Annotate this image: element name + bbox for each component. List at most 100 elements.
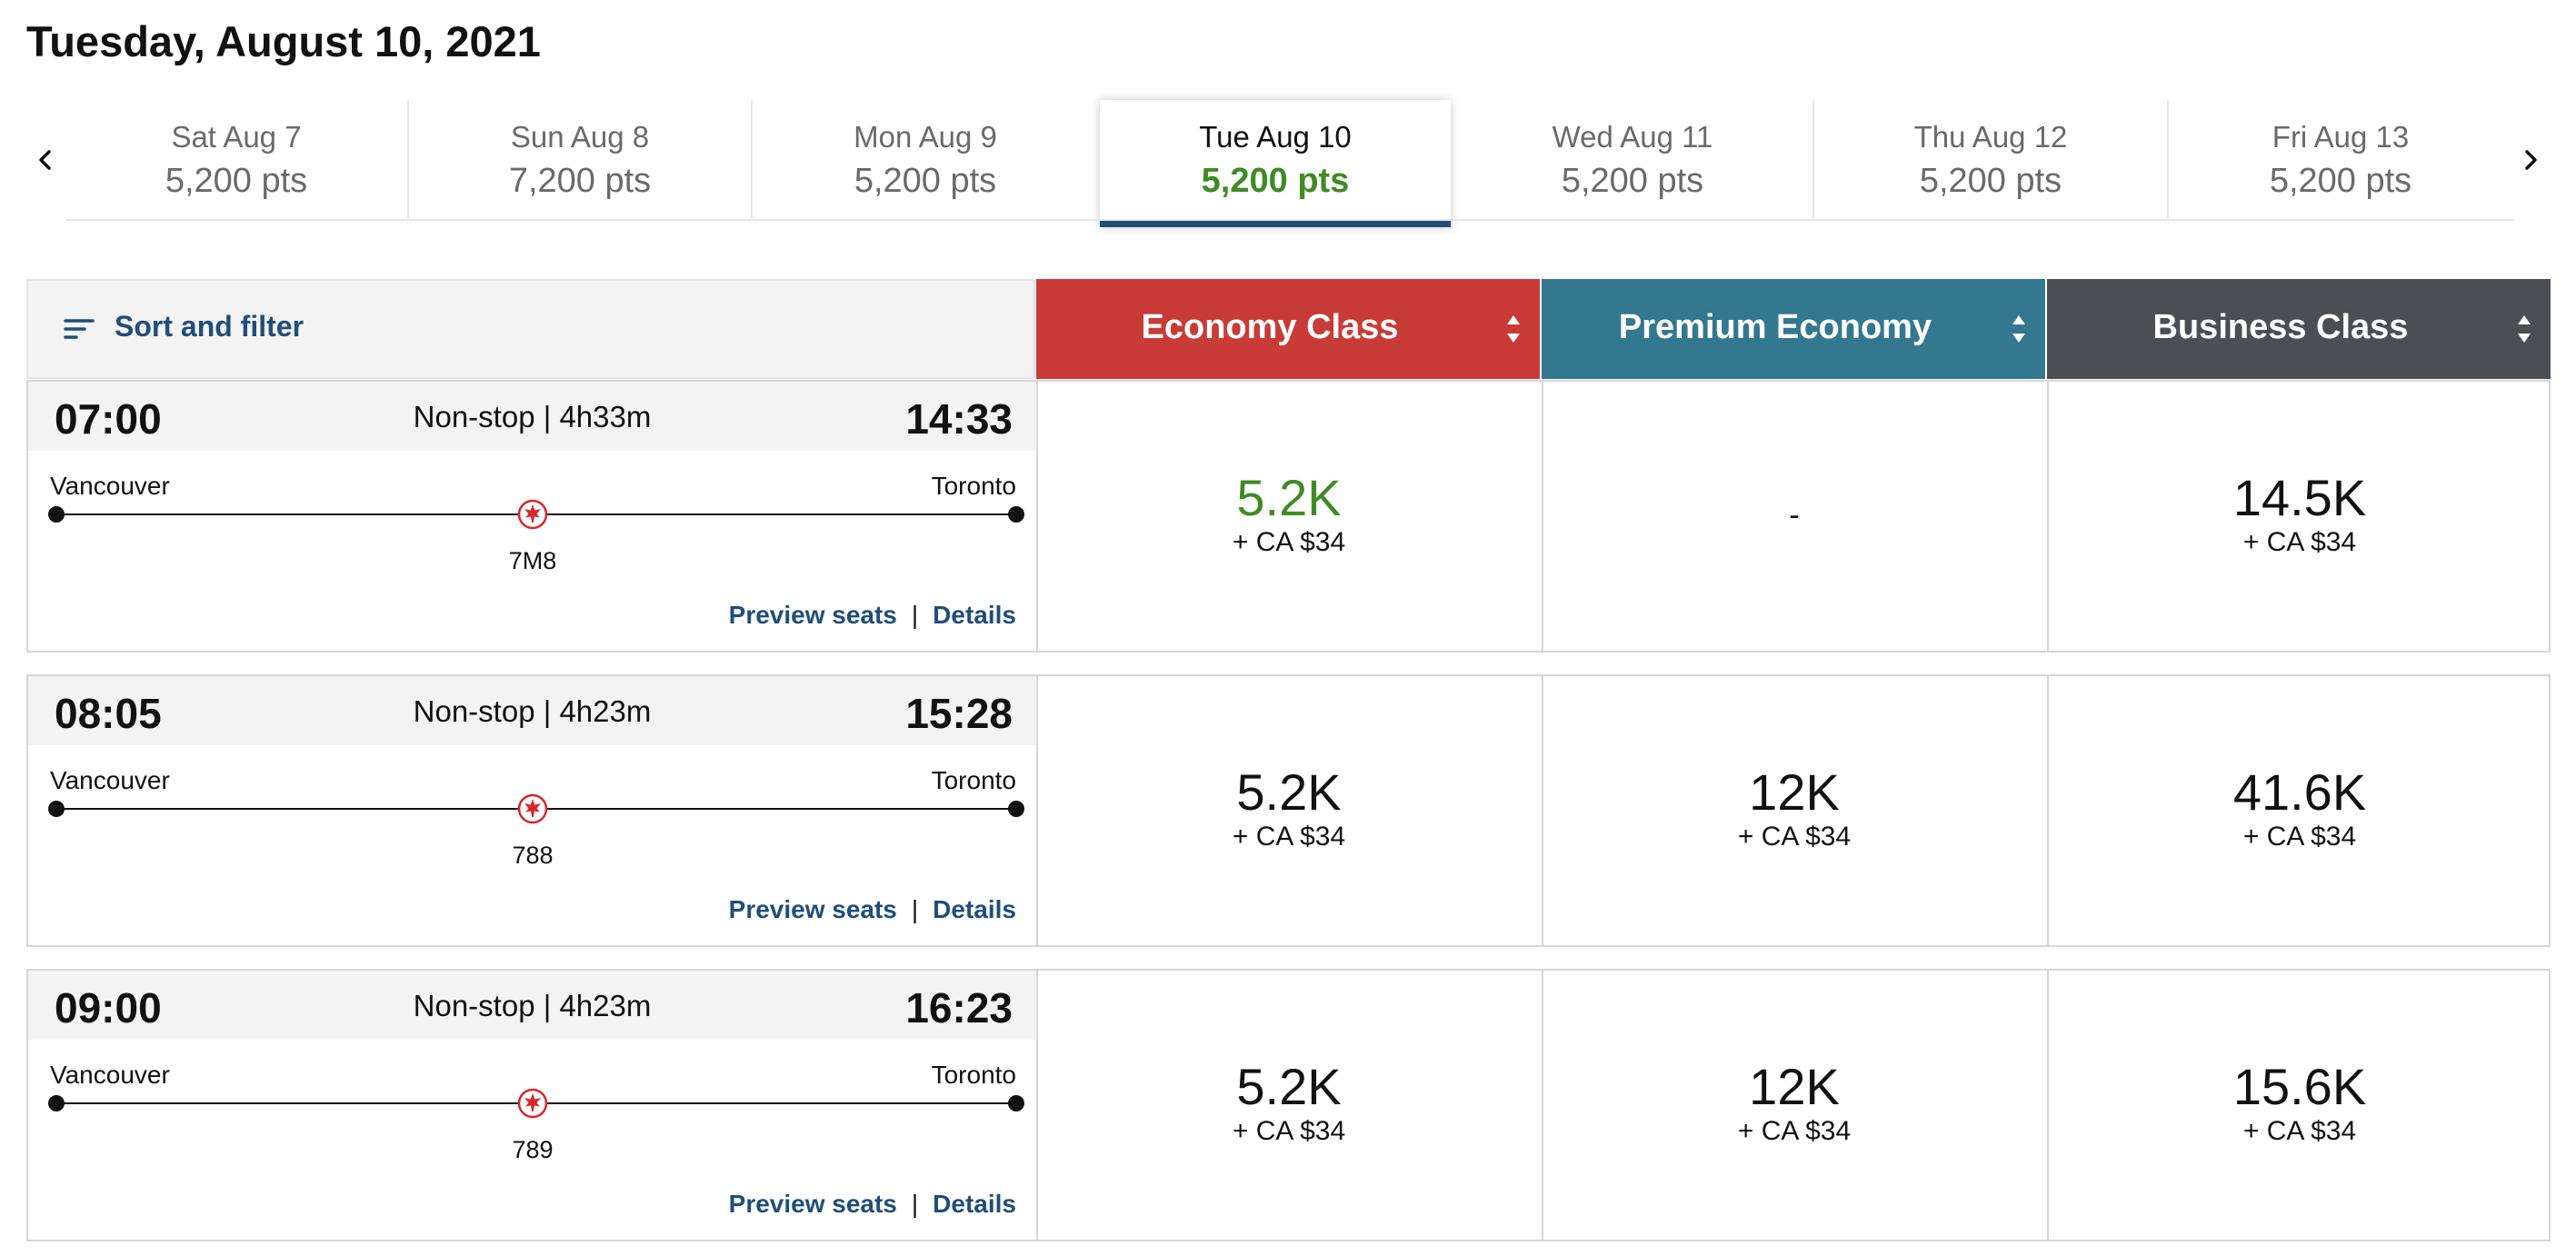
fare-cell-economy[interactable]: 5.2K + CA $34 <box>1036 382 1540 651</box>
destination-dot <box>1008 506 1024 523</box>
flight-info: 07:00 Non-stop | 4h33m 14:33 Vancouver T… <box>28 382 1036 651</box>
fare-cell-economy[interactable]: 5.2K + CA $34 <box>1036 971 1540 1240</box>
fare-cell-business[interactable]: 41.6K + CA $34 <box>2047 676 2551 945</box>
departure-time: 08:05 <box>55 690 162 737</box>
origin-dot <box>48 801 65 817</box>
flight-duration: Non-stop | 4h33m <box>413 400 652 434</box>
flight-links: Preview seats | Details <box>729 601 1016 630</box>
cabin-header-label: Business Class <box>2152 308 2409 346</box>
aircraft-type: 789 <box>512 1136 554 1163</box>
fare-taxes: + CA $34 <box>2242 1116 2357 1146</box>
destination-city: Toronto <box>931 472 1016 500</box>
date-selector: Sat Aug 7 5,200 pts Sun Aug 8 7,200 pts … <box>0 100 2576 227</box>
link-separator: | <box>911 601 919 629</box>
cabin-header-business[interactable]: Business Class <box>2047 279 2551 379</box>
sort-filter-label: Sort and filter <box>115 310 305 343</box>
arrival-time: 14:33 <box>905 395 1013 443</box>
page-title: Tuesday, August 10, 2021 <box>26 17 541 65</box>
destination-city: Toronto <box>931 766 1016 794</box>
fare-taxes: + CA $34 <box>1737 822 1852 852</box>
departure-time: 09:00 <box>55 984 162 1032</box>
sort-arrows-icon <box>1507 315 1520 343</box>
date-tab-label: Thu Aug 12 <box>1913 120 2068 154</box>
origin-city: Vancouver <box>50 1061 170 1089</box>
fare-cell-business[interactable]: 14.5K + CA $34 <box>2047 382 2551 651</box>
date-tab-label: Mon Aug 9 <box>854 120 997 154</box>
flight-row: 09:00 Non-stop | 4h23m 16:23 Vancouver T… <box>26 969 2551 1241</box>
link-separator: | <box>911 895 919 923</box>
fare-points: 5.2K <box>1236 469 1342 526</box>
sort-arrows-icon <box>2012 315 2025 343</box>
fare-cell-premium-economy: - <box>1542 382 2045 651</box>
origin-dot <box>48 1095 65 1111</box>
fare-cell-economy[interactable]: 5.2K + CA $34 <box>1036 676 1540 945</box>
fare-taxes: + CA $34 <box>1232 1116 1346 1146</box>
date-tab-points: 5,200 pts <box>854 162 997 200</box>
flight-duration: Non-stop | 4h23m <box>413 989 652 1022</box>
flight-time-bar: 09:00 Non-stop | 4h23m 16:23 <box>28 971 1036 1040</box>
fare-points: 14.5K <box>2232 469 2367 526</box>
date-tab-label: Sun Aug 8 <box>510 120 650 154</box>
flight-row: 07:00 Non-stop | 4h33m 14:33 Vancouver T… <box>26 380 2551 653</box>
cabin-header-label: Premium Economy <box>1618 308 1932 346</box>
flight-info: 08:05 Non-stop | 4h23m 15:28 Vancouver T… <box>28 676 1036 945</box>
fare-points: 41.6K <box>2232 763 2367 821</box>
aircraft-type: 788 <box>512 842 554 869</box>
cabin-header-economy[interactable]: Economy Class <box>1036 279 1540 379</box>
flight-time-bar: 08:05 Non-stop | 4h23m 15:28 <box>28 676 1036 745</box>
date-tab-label: Tue Aug 10 <box>1199 120 1352 154</box>
flight-duration: Non-stop | 4h23m <box>413 694 652 728</box>
date-tab-sat-aug-7[interactable]: Sat Aug 7 5,200 pts <box>65 100 409 218</box>
fare-taxes: + CA $34 <box>2242 527 2357 557</box>
arrival-time: 16:23 <box>905 984 1013 1032</box>
date-tab-points: 7,200 pts <box>508 162 652 200</box>
fare-cell-premium-economy[interactable]: 12K + CA $34 <box>1542 971 2045 1240</box>
preview-seats-link[interactable]: Preview seats <box>728 895 897 923</box>
fare-cell-business[interactable]: 15.6K + CA $34 <box>2047 971 2551 1240</box>
fare-taxes: + CA $34 <box>1737 1116 1852 1146</box>
date-tab-mon-aug-9[interactable]: Mon Aug 9 5,200 pts <box>753 100 1098 218</box>
date-tab-label: Fri Aug 13 <box>2271 120 2410 154</box>
air-canada-logo-icon <box>517 1088 548 1119</box>
sort-filter-icon <box>64 319 95 339</box>
date-tab-wed-aug-11[interactable]: Wed Aug 11 5,200 pts <box>1453 100 1814 218</box>
fare-points: 5.2K <box>1236 763 1342 821</box>
cabin-header-label: Economy Class <box>1141 308 1399 346</box>
cabin-header-premium-economy[interactable]: Premium Economy <box>1542 279 2045 379</box>
date-tab-thu-aug-12[interactable]: Thu Aug 12 5,200 pts <box>1814 100 2169 218</box>
link-separator: | <box>911 1190 919 1218</box>
destination-dot <box>1008 801 1024 817</box>
fare-unavailable: - <box>1789 498 1800 533</box>
previous-dates-button[interactable] <box>27 133 64 187</box>
fare-points: 12K <box>1749 1058 1840 1115</box>
aircraft-type: 7M8 <box>508 547 557 574</box>
details-link[interactable]: Details <box>933 895 1016 923</box>
sort-filter-button[interactable]: Sort and filter <box>26 279 1035 379</box>
next-dates-button[interactable] <box>2512 133 2549 187</box>
destination-city: Toronto <box>931 1061 1016 1089</box>
date-tab-tue-aug-10[interactable]: Tue Aug 10 5,200 pts <box>1100 100 1451 227</box>
details-link[interactable]: Details <box>933 601 1016 629</box>
fare-points: 15.6K <box>2232 1058 2367 1115</box>
flight-info: 09:00 Non-stop | 4h23m 16:23 Vancouver T… <box>28 971 1036 1240</box>
fare-cell-premium-economy[interactable]: 12K + CA $34 <box>1542 676 2045 945</box>
arrival-time: 15:28 <box>905 690 1013 737</box>
flight-links: Preview seats | Details <box>729 1190 1016 1219</box>
date-strip-divider <box>65 219 2514 221</box>
preview-seats-link[interactable]: Preview seats <box>728 601 897 629</box>
preview-seats-link[interactable]: Preview seats <box>728 1190 897 1218</box>
date-tab-points: 5,200 pts <box>165 162 308 200</box>
date-tab-points: 5,200 pts <box>1919 162 2062 200</box>
details-link[interactable]: Details <box>933 1190 1016 1218</box>
date-tab-points: 5,200 pts <box>1201 162 1350 200</box>
date-tab-label: Wed Aug 11 <box>1552 120 1713 154</box>
fare-taxes: + CA $34 <box>2242 822 2357 852</box>
date-tab-sun-aug-8[interactable]: Sun Aug 8 7,200 pts <box>409 100 753 218</box>
fare-points: 12K <box>1749 763 1840 821</box>
air-canada-logo-icon <box>517 499 548 530</box>
date-tab-fri-aug-13[interactable]: Fri Aug 13 5,200 pts <box>2169 100 2512 218</box>
flight-time-bar: 07:00 Non-stop | 4h33m 14:33 <box>28 382 1036 451</box>
flight-links: Preview seats | Details <box>729 895 1016 924</box>
date-tab-points: 5,200 pts <box>2269 162 2412 200</box>
chevron-right-icon <box>2525 150 2537 170</box>
